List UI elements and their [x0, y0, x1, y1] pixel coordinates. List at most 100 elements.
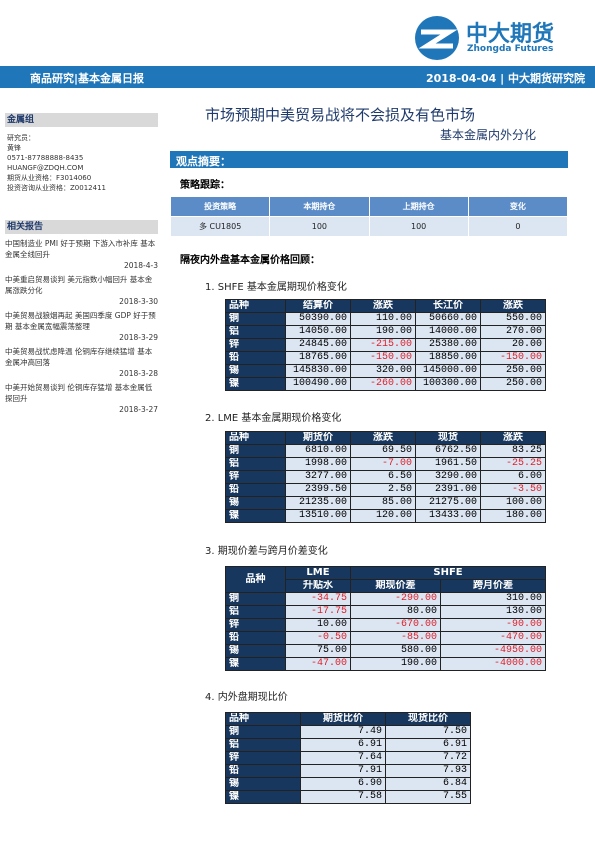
table-header: 品种 [225, 566, 286, 593]
table-cell: -34.75 [285, 592, 351, 606]
table-caption: 2. LME 基本金属期现价格变化 [205, 413, 342, 424]
table-header: 涨跌 [480, 431, 546, 445]
header-row: 品种 结算价 涨跌 长江价 涨跌 [225, 299, 546, 313]
metal-name: 锡 [225, 496, 286, 510]
table-header: 现货比价 [385, 712, 471, 726]
metal-name: 铝 [225, 325, 286, 339]
contact-line: 期货从业资格：F3014060 [7, 174, 92, 182]
contact-line: 投资咨询从业资格：Z0012411 [7, 184, 106, 192]
report: 中美重启贸易谈判 美元指数小幅回升 基本金属涨跌分化 2018-3-30 [5, 274, 158, 307]
table-cell: 85.00 [350, 496, 416, 510]
metal-name: 铅 [225, 351, 286, 365]
metal-name: 锌 [225, 618, 286, 632]
table-cell: 7.58 [300, 790, 386, 804]
table-header: 期货比价 [300, 712, 386, 726]
table-header: 期现价差 [350, 579, 441, 593]
table-cell: 190.00 [350, 657, 441, 671]
table-cell: 3277.00 [285, 470, 351, 484]
table-cell: 14000.00 [415, 325, 481, 339]
report-title: 中美贸易战狼烟再起 美国四季度 GDP 好于预期 基本金属宽幅震荡整理 [5, 311, 156, 331]
table-cell: 550.00 [480, 312, 546, 326]
table-header: SHFE [349, 566, 547, 580]
table-cell: 6.90 [300, 777, 386, 791]
logo-icon [415, 16, 459, 60]
header-left: 商品研究|基本金属日报 [30, 72, 145, 85]
group-header-row: 品种 LME SHFE [225, 566, 547, 593]
table-header: 涨跌 [480, 299, 546, 313]
strategy-heading: 策略跟踪： [180, 180, 230, 191]
table-cell: 6.00 [480, 470, 546, 484]
metal-name: 铝 [225, 457, 286, 471]
metal-name: 锌 [225, 338, 286, 352]
table-cell: 6.91 [300, 738, 386, 752]
table-cell: -3.50 [480, 483, 546, 497]
table-cell: 110.00 [350, 312, 416, 326]
table-cell: 310.00 [439, 592, 547, 606]
table-cell: 145000.00 [415, 364, 481, 378]
table-row: 铝 6.91 6.91 [225, 738, 471, 752]
table-cell: 250.00 [480, 364, 546, 378]
logo-en: Zhongda Futures [467, 44, 554, 54]
table-cell: 7.50 [385, 725, 471, 739]
strategy-cell: 100 [269, 216, 370, 237]
table-cell: 6762.50 [415, 444, 481, 458]
header-row: 品种 期货比价 现货比价 [225, 712, 471, 726]
metal-name: 锡 [225, 644, 286, 658]
table-cell: -470.00 [439, 631, 547, 645]
reports: 中国制造业 PMI 好于预期 下游入市补库 基本金属全线回升 2018-4-3 中美… [0, 238, 158, 418]
table-row: 铅 18765.00 -150.00 18850.00 -150.00 [225, 351, 546, 365]
table-cell: 75.00 [285, 644, 351, 658]
metal-name: 铅 [225, 764, 301, 778]
report: 中美贸易战忧虑降温 伦铜库存继续猛增 基本金属冲高回落 2018-3-28 [5, 346, 158, 379]
contact-line: HUANGF@ZDQH.COM [7, 164, 84, 172]
header-bar: 商品研究|基本金属日报 2018-04-04 | 中大期货研究院 [0, 66, 595, 88]
report-date: 2018-3-29 [119, 333, 158, 342]
strategy-header-row: 投资策略 本期持仓 上期持仓 变化 [169, 196, 569, 217]
table-cell: 18850.00 [415, 351, 481, 365]
table-cell: 10.00 [285, 618, 351, 632]
table-row: 铜 6810.00 69.50 6762.50 83.25 [225, 444, 546, 458]
table-row: 锌 24845.00 -215.00 25380.00 20.00 [225, 338, 546, 352]
table-header: 期货价 [285, 431, 351, 445]
table-cell: -17.75 [285, 605, 351, 619]
report: 中美开始贸易谈判 伦铜库存猛增 基本金属低探回升 2018-3-27 [5, 382, 158, 415]
summary-bar: 观点摘要： [170, 151, 568, 168]
table-cell: 130.00 [439, 605, 547, 619]
price-table: 品种 期货比价 现货比价铜 7.49 7.50 铝 6.91 6.91 锌 7.64 7.72 铅 7.… [225, 712, 471, 804]
table-cell: 580.00 [350, 644, 441, 658]
table-header: LME [285, 566, 351, 580]
table-cell: 25380.00 [415, 338, 481, 352]
table-cell: 2.50 [350, 483, 416, 497]
table-cell: -150.00 [350, 351, 416, 365]
metal-name: 铝 [225, 605, 286, 619]
table-cell: -0.50 [285, 631, 351, 645]
table-cell: -7.00 [350, 457, 416, 471]
table-cell: 1998.00 [285, 457, 351, 471]
strategy-cell: 0 [467, 216, 569, 237]
table-row: 铜 7.49 7.50 [225, 725, 471, 739]
strategy-header: 本期持仓 [269, 196, 370, 217]
header-row: 品种 期货价 涨跌 现货 涨跌 [225, 431, 546, 445]
table-cell: 24845.00 [285, 338, 351, 352]
table-header: 品种 [225, 299, 286, 313]
contact: 研究员： 黄锋 0571-87788888-8435 HUANGF@ZDQH.COM 期… [7, 133, 106, 193]
title: 市场预期中美贸易战将不会损及有色市场 [205, 106, 476, 124]
table-cell: 21235.00 [285, 496, 351, 510]
metal-name: 铜 [225, 444, 286, 458]
table-cell: 320.00 [350, 364, 416, 378]
price-table: 品种 LME SHFE 升贴水 期现价差 跨月价差铜 -34.75 -290.00 310.00… [225, 566, 547, 671]
table-cell: 100300.00 [415, 377, 481, 391]
table-row: 锌 3277.00 6.50 3290.00 6.00 [225, 470, 546, 484]
metal-name: 铜 [225, 725, 301, 739]
summary-heading: 观点摘要： [176, 155, 231, 168]
table-cell: 6810.00 [285, 444, 351, 458]
table-header: 跨月价差 [439, 579, 547, 593]
table-header: 结算价 [285, 299, 351, 313]
group-heading: 金属组 [5, 113, 158, 127]
table-row: 铅 -0.50 -85.00 -470.00 [225, 631, 547, 645]
table-caption: 4. 内外盘期现比价 [205, 692, 288, 703]
metal-name: 铝 [225, 738, 301, 752]
table-cell: 6.84 [385, 777, 471, 791]
table-header: 涨跌 [350, 431, 416, 445]
table-row: 铝 14050.00 190.00 14000.00 270.00 [225, 325, 546, 339]
